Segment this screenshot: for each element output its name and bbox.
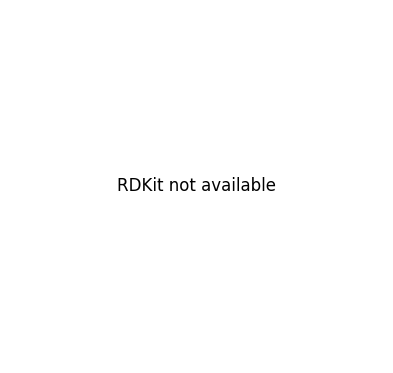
Text: RDKit not available: RDKit not available bbox=[117, 178, 276, 195]
